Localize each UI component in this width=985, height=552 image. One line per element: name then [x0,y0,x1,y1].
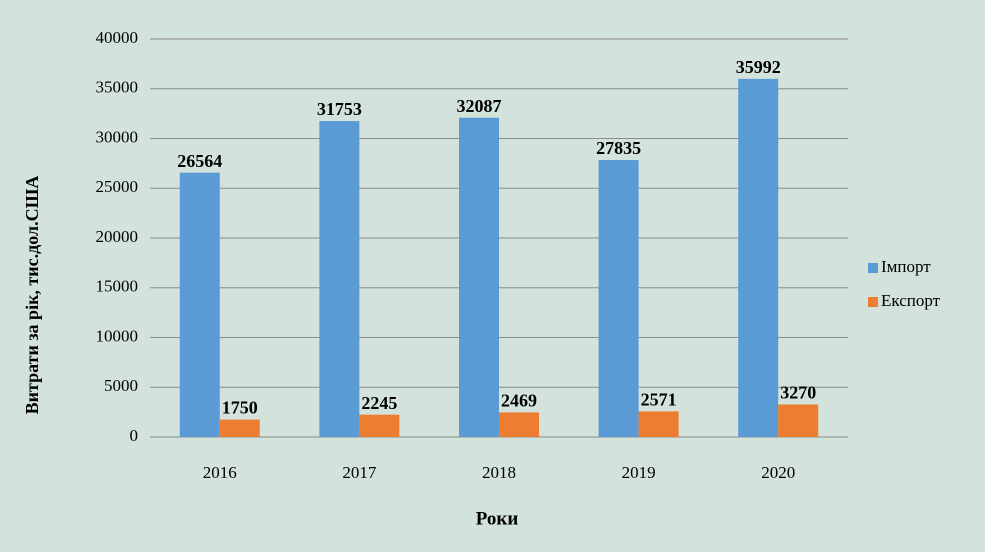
legend-label: Експорт [881,291,941,310]
y-tick-label: 10000 [96,326,139,345]
bar [638,411,679,437]
bar [738,78,779,437]
x-tick-label: 2019 [622,463,656,482]
x-tick-label: 2018 [482,463,516,482]
value-label: 3270 [780,383,816,403]
y-tick-label: 5000 [104,376,138,395]
y-tick-label: 35000 [96,78,139,97]
value-label: 31753 [317,99,362,119]
value-label: 2571 [641,390,677,410]
value-label: 27835 [596,138,641,158]
bar [359,414,400,437]
legend-label: Імпорт [881,257,931,276]
y-tick-label: 40000 [96,28,139,47]
bar [459,117,499,438]
bar [499,412,539,437]
y-tick-label: 0 [130,426,139,445]
legend-swatch [868,297,878,307]
value-label: 2469 [501,391,537,411]
x-axis-label: Роки [476,508,519,529]
value-label: 35992 [736,57,781,77]
value-label: 26564 [177,151,222,171]
value-label: 32087 [457,96,502,116]
y-tick-label: 30000 [96,127,139,146]
bar [319,121,360,437]
x-tick-label: 2020 [761,463,795,482]
y-tick-label: 15000 [96,277,139,296]
bar [219,419,260,437]
bar [598,160,639,437]
value-label: 1750 [222,398,258,418]
bar [179,172,220,437]
x-tick-label: 2017 [342,463,377,482]
y-tick-label: 20000 [96,227,139,246]
legend-swatch [868,263,878,273]
value-label: 2245 [361,393,397,413]
bar [778,404,819,437]
x-tick-label: 2016 [203,463,237,482]
y-axis-label: Витрати за рік, тис.дол.США [22,176,42,415]
y-tick-label: 25000 [96,177,139,196]
